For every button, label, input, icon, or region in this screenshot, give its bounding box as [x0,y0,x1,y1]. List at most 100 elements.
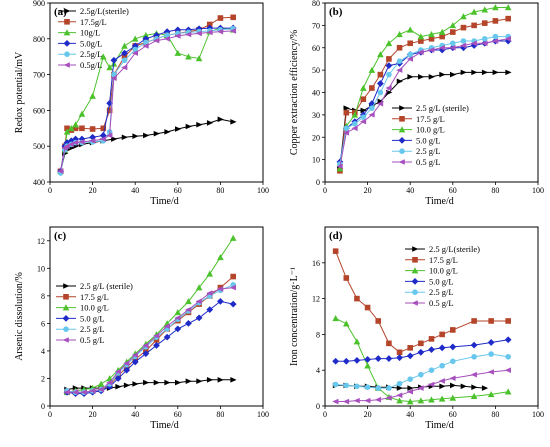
data-point [449,44,456,51]
legend-marker [62,304,70,311]
data-point [418,38,424,44]
data-point [174,33,181,39]
x-tick-label: 40 [406,410,414,419]
data-point [377,71,384,78]
data-point [460,24,467,31]
data-point [375,385,382,391]
y-tick-label: 12 [312,295,320,304]
data-point [386,385,392,391]
legend-entry: 10.0 g/L [80,303,109,313]
data-point [407,40,413,47]
legend-marker [64,8,71,14]
x-tick-label: 20 [89,186,97,195]
data-point [417,397,425,404]
data-point [460,69,467,76]
y-axis-label: Arsenic dissolution/% [14,272,25,361]
legend-entry: 5.0 g/L [429,276,454,286]
data-point [488,351,494,357]
data-point [121,49,128,57]
data-point [164,379,171,386]
series [336,4,512,172]
data-point [206,120,214,126]
data-point [332,398,339,405]
data-point [89,92,96,99]
data-point [206,270,214,277]
data-point [396,349,403,356]
legend-marker [64,19,70,25]
data-point [174,315,181,321]
data-point [417,348,425,356]
series [336,36,511,170]
legend-entry: 10.0 g/L [429,266,458,276]
data-point [164,32,170,39]
legend-marker [399,105,406,111]
data-point [123,382,131,389]
data-point [121,64,128,71]
x-axis-label: Time/d [150,420,179,431]
legend-marker [399,116,405,122]
data-point [114,368,121,375]
data-point [111,136,118,142]
data-point [230,14,236,21]
data-point [487,339,495,346]
x-tick-label: 0 [323,186,327,195]
data-point [364,304,371,311]
data-point [185,123,192,130]
legend-entry: 17.5g/L [80,17,107,27]
data-point [153,379,160,386]
data-point [72,135,79,143]
data-point [471,318,477,324]
data-point [481,40,488,47]
legend-entry: 17.5 g/L [80,292,109,302]
data-point [206,377,214,383]
data-point [185,306,192,313]
y-tick-label: 0 [316,402,320,411]
data-point [449,22,457,29]
series [64,282,236,396]
data-point [143,132,150,139]
legend-marker [63,283,70,289]
data-point [343,320,350,327]
data-point [504,4,512,11]
data-point [343,105,350,111]
data-point [78,110,86,117]
x-tick-label: 20 [364,186,372,195]
legend-entry: 0.5 g/L [429,298,454,308]
data-point [206,306,214,314]
data-point [64,125,70,132]
data-point [79,125,85,132]
legend-entry: 2.5 g/L (sterile) [80,281,133,291]
data-point [360,107,367,114]
data-point [377,51,384,58]
data-point [449,375,456,382]
data-point [439,71,446,78]
chart-panel: 0 20 40 60 80 100 400 500 600 700 800 900 Time/d Redo… [14,0,269,207]
legend-marker [411,300,418,306]
data-point [368,112,375,118]
x-tick-label: 100 [257,410,269,419]
x-tick-label: 80 [491,186,499,195]
legend-entry: 2.5 g/L [429,287,454,297]
data-point [460,13,467,20]
data-point [396,44,403,51]
data-point [487,391,495,398]
data-point [360,96,367,103]
data-point [471,69,478,76]
data-point [481,36,488,42]
data-point [142,43,149,49]
data-point [406,388,413,395]
data-point [163,333,171,341]
data-point [417,385,424,391]
data-point [505,15,511,22]
data-point [142,350,150,358]
data-point [217,253,224,261]
legend-entry: 17.5 g/L [416,114,445,124]
x-tick-label: 20 [364,410,372,419]
data-point [185,378,192,385]
data-point [450,327,456,333]
data-point [407,376,414,382]
y-tick-label: 60 [312,44,320,53]
y-tick-label: 4 [316,366,320,375]
data-point [492,33,499,40]
data-point [72,139,79,146]
